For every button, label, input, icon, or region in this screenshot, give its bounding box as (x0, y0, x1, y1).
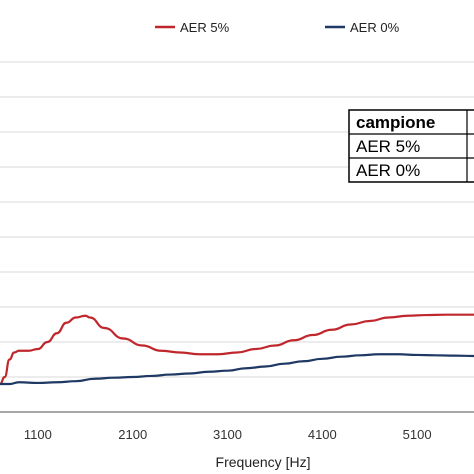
series-line-aer-5 (0, 313, 474, 386)
x-tick-label: 2100 (118, 427, 147, 442)
x-tick-label: 3100 (213, 427, 242, 442)
table-background (348, 109, 474, 183)
grid-lines (0, 61, 474, 378)
x-axis-title: Frequency [Hz] (216, 454, 311, 470)
legend-label-aer-5: AER 5% (180, 20, 230, 35)
series-line-aer-0 (0, 353, 474, 386)
series-group (0, 313, 474, 386)
table-cell-aer-5: AER 5% (356, 137, 420, 156)
table-header-campione: campione (356, 113, 435, 132)
sample-table: campione AER 5% AER 0% (348, 109, 474, 183)
legend: AER 5% AER 0% (155, 20, 400, 35)
table-cell-aer-0: AER 0% (356, 161, 420, 180)
x-tick-label: 4100 (308, 427, 337, 442)
x-tick-label: 5100 (403, 427, 432, 442)
x-tick-label: 1100 (24, 427, 52, 442)
legend-label-aer-0: AER 0% (350, 20, 400, 35)
x-tick-labels: 1100 2100 3100 4100 5100 (24, 427, 432, 442)
